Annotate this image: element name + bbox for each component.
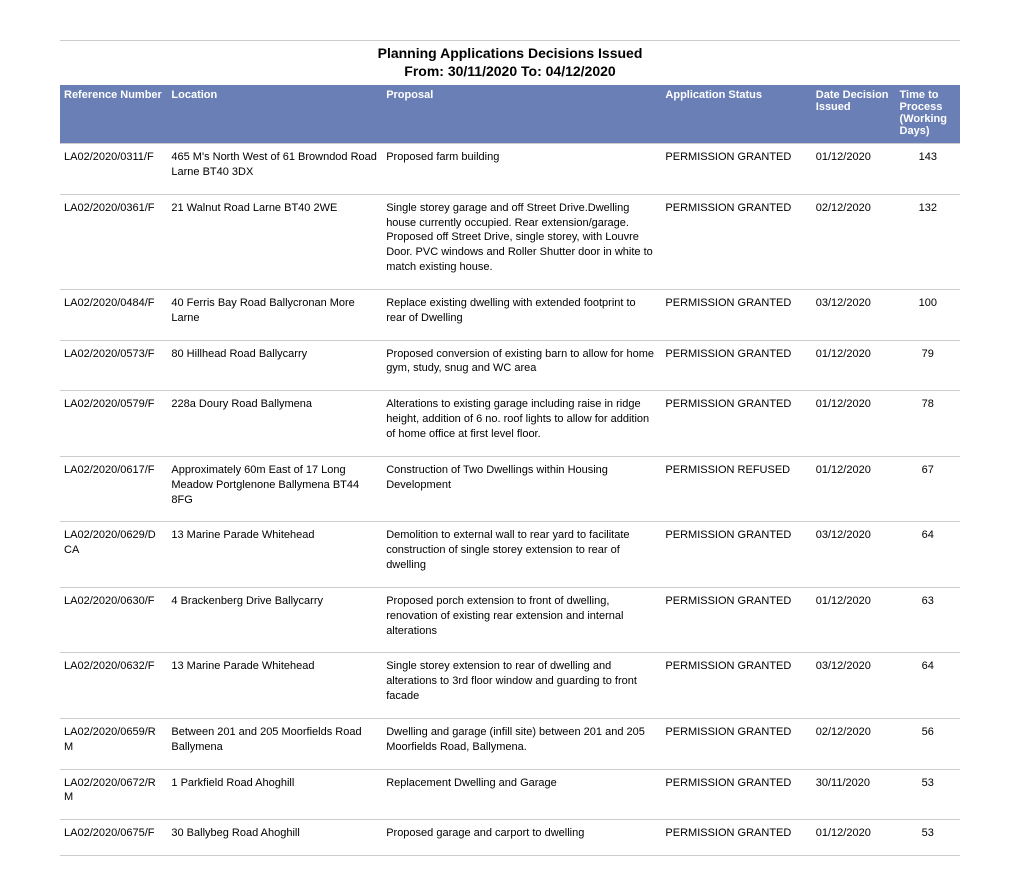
cell-reference: LA02/2020/0361/F bbox=[60, 194, 167, 289]
cell-date: 30/11/2020 bbox=[812, 769, 896, 820]
cell-status: PERMISSION GRANTED bbox=[661, 144, 811, 195]
cell-days: 132 bbox=[896, 194, 960, 289]
cell-date: 01/12/2020 bbox=[812, 587, 896, 653]
cell-proposal: Dwelling and garage (infill site) betwee… bbox=[382, 718, 661, 769]
cell-location: 13 Marine Parade Whitehead bbox=[167, 522, 382, 588]
table-row: LA02/2020/0311/F465 M's North West of 61… bbox=[60, 144, 960, 195]
cell-location: 4 Brackenberg Drive Ballycarry bbox=[167, 587, 382, 653]
cell-reference: LA02/2020/0675/F bbox=[60, 820, 167, 856]
cell-status: PERMISSION GRANTED bbox=[661, 769, 811, 820]
col-days: Time to Process (Working Days) bbox=[896, 85, 960, 144]
table-row: LA02/2020/0675/F30 Ballybeg Road Ahoghil… bbox=[60, 820, 960, 856]
cell-location: 13 Marine Parade Whitehead bbox=[167, 653, 382, 719]
cell-status: PERMISSION GRANTED bbox=[661, 194, 811, 289]
col-reference: Reference Number bbox=[60, 85, 167, 144]
cell-reference: LA02/2020/0617/F bbox=[60, 456, 167, 522]
cell-status: PERMISSION GRANTED bbox=[661, 340, 811, 391]
cell-proposal: Replacement Dwelling and Garage bbox=[382, 769, 661, 820]
table-row: LA02/2020/0659/RMBetween 201 and 205 Moo… bbox=[60, 718, 960, 769]
cell-days: 67 bbox=[896, 456, 960, 522]
cell-status: PERMISSION GRANTED bbox=[661, 522, 811, 588]
cell-status: PERMISSION GRANTED bbox=[661, 587, 811, 653]
col-status: Application Status bbox=[661, 85, 811, 144]
cell-date: 02/12/2020 bbox=[812, 718, 896, 769]
cell-days: 56 bbox=[896, 718, 960, 769]
page-subtitle: From: 30/11/2020 To: 04/12/2020 bbox=[60, 63, 960, 79]
cell-days: 79 bbox=[896, 340, 960, 391]
col-location: Location bbox=[167, 85, 382, 144]
cell-status: PERMISSION REFUSED bbox=[661, 456, 811, 522]
cell-location: 40 Ferris Bay Road Ballycronan More Larn… bbox=[167, 289, 382, 340]
cell-proposal: Construction of Two Dwellings within Hou… bbox=[382, 456, 661, 522]
cell-date: 03/12/2020 bbox=[812, 289, 896, 340]
cell-proposal: Alterations to existing garage including… bbox=[382, 391, 661, 457]
cell-date: 01/12/2020 bbox=[812, 391, 896, 457]
cell-proposal: Proposed garage and carport to dwelling bbox=[382, 820, 661, 856]
cell-reference: LA02/2020/0484/F bbox=[60, 289, 167, 340]
cell-date: 01/12/2020 bbox=[812, 820, 896, 856]
cell-proposal: Single storey extension to rear of dwell… bbox=[382, 653, 661, 719]
col-date-issued: Date Decision Issued bbox=[812, 85, 896, 144]
cell-reference: LA02/2020/0630/F bbox=[60, 587, 167, 653]
cell-reference: LA02/2020/0579/F bbox=[60, 391, 167, 457]
cell-location: 30 Ballybeg Road Ahoghill bbox=[167, 820, 382, 856]
cell-status: PERMISSION GRANTED bbox=[661, 391, 811, 457]
cell-days: 53 bbox=[896, 769, 960, 820]
cell-reference: LA02/2020/0659/RM bbox=[60, 718, 167, 769]
cell-proposal: Proposed farm building bbox=[382, 144, 661, 195]
top-divider bbox=[60, 40, 960, 41]
table-row: LA02/2020/0579/F228a Doury Road Ballymen… bbox=[60, 391, 960, 457]
page-title: Planning Applications Decisions Issued bbox=[60, 45, 960, 61]
table-row: LA02/2020/0632/F13 Marine Parade Whitehe… bbox=[60, 653, 960, 719]
cell-status: PERMISSION GRANTED bbox=[661, 718, 811, 769]
cell-location: 80 Hillhead Road Ballycarry bbox=[167, 340, 382, 391]
cell-days: 100 bbox=[896, 289, 960, 340]
cell-status: PERMISSION GRANTED bbox=[661, 820, 811, 856]
cell-location: Approximately 60m East of 17 Long Meadow… bbox=[167, 456, 382, 522]
cell-proposal: Proposed conversion of existing barn to … bbox=[382, 340, 661, 391]
table-row: LA02/2020/0630/F4 Brackenberg Drive Ball… bbox=[60, 587, 960, 653]
cell-status: PERMISSION GRANTED bbox=[661, 289, 811, 340]
cell-status: PERMISSION GRANTED bbox=[661, 653, 811, 719]
table-row: LA02/2020/0484/F40 Ferris Bay Road Bally… bbox=[60, 289, 960, 340]
cell-proposal: Replace existing dwelling with extended … bbox=[382, 289, 661, 340]
cell-days: 53 bbox=[896, 820, 960, 856]
col-proposal: Proposal bbox=[382, 85, 661, 144]
table-row: LA02/2020/0617/FApproximately 60m East o… bbox=[60, 456, 960, 522]
cell-days: 64 bbox=[896, 522, 960, 588]
cell-reference: LA02/2020/0672/RM bbox=[60, 769, 167, 820]
table-row: LA02/2020/0573/F80 Hillhead Road Ballyca… bbox=[60, 340, 960, 391]
table-row: LA02/2020/0361/F21 Walnut Road Larne BT4… bbox=[60, 194, 960, 289]
table-row: LA02/2020/0629/DCA13 Marine Parade White… bbox=[60, 522, 960, 588]
cell-date: 03/12/2020 bbox=[812, 653, 896, 719]
cell-reference: LA02/2020/0573/F bbox=[60, 340, 167, 391]
cell-days: 143 bbox=[896, 144, 960, 195]
cell-days: 63 bbox=[896, 587, 960, 653]
cell-reference: LA02/2020/0629/DCA bbox=[60, 522, 167, 588]
cell-days: 78 bbox=[896, 391, 960, 457]
decisions-table: Reference Number Location Proposal Appli… bbox=[60, 85, 960, 856]
cell-proposal: Single storey garage and off Street Driv… bbox=[382, 194, 661, 289]
cell-location: 465 M's North West of 61 Browndod Road L… bbox=[167, 144, 382, 195]
cell-location: 228a Doury Road Ballymena bbox=[167, 391, 382, 457]
cell-location: Between 201 and 205 Moorfields Road Ball… bbox=[167, 718, 382, 769]
table-body: LA02/2020/0311/F465 M's North West of 61… bbox=[60, 144, 960, 856]
cell-location: 21 Walnut Road Larne BT40 2WE bbox=[167, 194, 382, 289]
cell-location: 1 Parkfield Road Ahoghill bbox=[167, 769, 382, 820]
cell-date: 01/12/2020 bbox=[812, 456, 896, 522]
cell-date: 03/12/2020 bbox=[812, 522, 896, 588]
table-header-row: Reference Number Location Proposal Appli… bbox=[60, 85, 960, 144]
cell-proposal: Demolition to external wall to rear yard… bbox=[382, 522, 661, 588]
cell-reference: LA02/2020/0632/F bbox=[60, 653, 167, 719]
cell-days: 64 bbox=[896, 653, 960, 719]
cell-reference: LA02/2020/0311/F bbox=[60, 144, 167, 195]
cell-date: 02/12/2020 bbox=[812, 194, 896, 289]
cell-date: 01/12/2020 bbox=[812, 340, 896, 391]
cell-date: 01/12/2020 bbox=[812, 144, 896, 195]
cell-proposal: Proposed porch extension to front of dwe… bbox=[382, 587, 661, 653]
table-row: LA02/2020/0672/RM1 Parkfield Road Ahoghi… bbox=[60, 769, 960, 820]
